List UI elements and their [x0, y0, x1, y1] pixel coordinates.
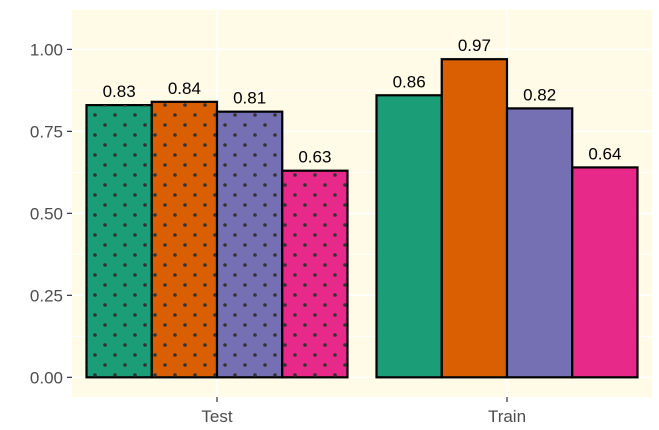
- data-label: 0.97: [458, 36, 491, 55]
- bar: [507, 108, 572, 377]
- x-tick-label: Train: [488, 407, 526, 426]
- data-label: 0.81: [233, 89, 266, 108]
- data-label: 0.82: [523, 85, 556, 104]
- y-tick-label: 0.75: [30, 122, 63, 141]
- y-tick-label: 1.00: [30, 40, 63, 59]
- data-label: 0.63: [298, 148, 331, 167]
- data-label: 0.64: [588, 144, 621, 163]
- bar: [377, 95, 442, 377]
- bar-pattern: [282, 171, 347, 378]
- x-tick-label: Test: [201, 407, 232, 426]
- bar-pattern: [217, 112, 282, 378]
- bar-pattern: [152, 102, 217, 377]
- data-label: 0.84: [168, 79, 201, 98]
- y-tick-label: 0.50: [30, 204, 63, 223]
- y-tick-label: 0.25: [30, 286, 63, 305]
- bar-pattern: [87, 105, 152, 377]
- bar: [572, 167, 637, 377]
- data-label: 0.86: [393, 72, 426, 91]
- y-tick-label: 0.00: [30, 368, 63, 387]
- data-label: 0.83: [103, 82, 136, 101]
- bar: [442, 59, 507, 377]
